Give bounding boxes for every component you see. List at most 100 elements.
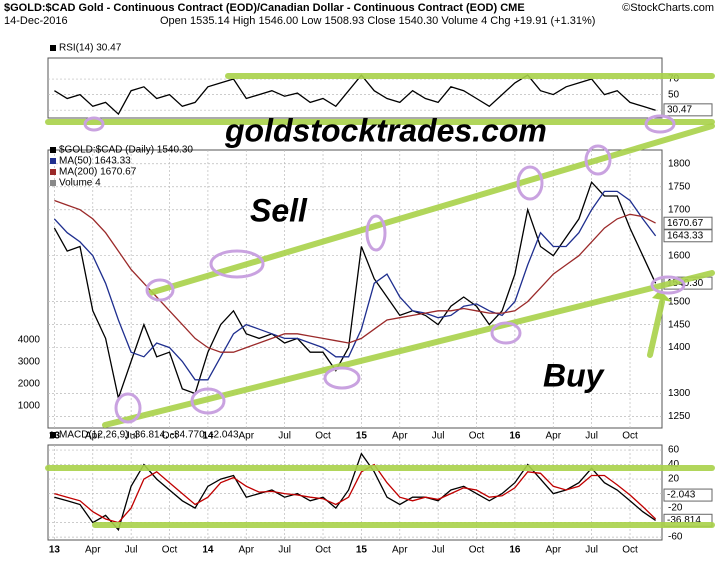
x-tick-label: 16 [509, 431, 521, 442]
header-source: ©StockCharts.com [622, 2, 714, 14]
x-tick-label: Oct [622, 431, 638, 442]
x-tick-label: Apr [238, 545, 254, 556]
x-tick-label: Jul [278, 431, 291, 442]
y-tick-label: 50 [668, 89, 680, 100]
header-quote: Open 1535.14 High 1546.00 Low 1508.93 Cl… [160, 15, 595, 27]
x-tick-label: Jul [432, 431, 445, 442]
y-tick-label: -20 [668, 503, 683, 514]
x-tick-label: Apr [545, 545, 561, 556]
series-line [53, 180, 657, 401]
x-tick-label: 13 [49, 545, 61, 556]
x-tick-label: Jul [432, 545, 445, 556]
y-tick-label: -60 [668, 532, 683, 543]
ring [490, 321, 522, 345]
axis-tag [663, 216, 713, 230]
x-tick-label: Jul [585, 545, 598, 556]
legend-label: MA(50) 1643.33 [59, 156, 131, 167]
plot-frame [47, 149, 663, 429]
ring [190, 387, 226, 415]
x-tick-label: Apr [545, 431, 561, 442]
x-tick-label: Apr [392, 545, 408, 556]
legend-label: RSI(14) 30.47 [59, 43, 122, 54]
y2-tick-label: 2000 [18, 379, 41, 390]
ring [644, 114, 676, 134]
trend-line [102, 270, 715, 428]
header-title: $GOLD:$CAD Gold - Continuous Contract (E… [4, 2, 525, 14]
x-tick-label: Jul [125, 545, 138, 556]
y-tick-label: 1800 [668, 158, 691, 169]
x-tick-label: Oct [469, 431, 485, 442]
x-tick-label: 14 [202, 545, 214, 556]
y-tick-label: 60 [668, 445, 680, 456]
axis-tag-label: 1643.33 [667, 230, 704, 241]
y-tick-label: 40 [668, 459, 680, 470]
watermark: goldstocktrades.com [224, 112, 547, 148]
series-line [54, 74, 656, 116]
legend-label: Volume 4 [59, 178, 101, 189]
y2-tick-label: 4000 [18, 334, 41, 345]
y-tick-label: 1600 [668, 250, 691, 261]
ring [365, 214, 387, 252]
x-tick-label: Oct [315, 545, 331, 556]
legend-label: $GOLD:$CAD (Daily) 1540.30 [59, 145, 193, 156]
x-tick-label: Oct [162, 545, 178, 556]
header-date: 14-Dec-2016 [4, 15, 68, 27]
x-tick-label: Jul [125, 431, 138, 442]
legend-label: MA(200) 1670.67 [59, 167, 137, 178]
x-tick-label: Apr [85, 431, 101, 442]
trend-line [147, 123, 715, 296]
ring [145, 278, 175, 302]
arrow [647, 299, 665, 358]
ring [209, 249, 265, 279]
plots: 305070RSI(14) 30.4730.471250130014001450… [18, 43, 713, 556]
x-tick-label: Jul [278, 545, 291, 556]
sell-label: Sell [250, 192, 308, 228]
series-line [54, 452, 656, 532]
x-tick-label: Oct [315, 431, 331, 442]
y-tick-label: 1500 [668, 296, 691, 307]
y-tick-label: 1300 [668, 388, 691, 399]
ring [83, 116, 105, 132]
axis-tag [663, 488, 713, 502]
y2-tick-label: 3000 [18, 356, 41, 367]
x-tick-label: Apr [392, 431, 408, 442]
legend-swatch [50, 147, 56, 153]
axis-tag-label: 30.47 [667, 104, 692, 115]
ring [323, 366, 361, 390]
plot-frame [47, 444, 663, 541]
y-tick-label: 70 [668, 74, 680, 85]
legend-label: MACD(12,26,9) -36.814, -34.770, -2.043 [59, 430, 239, 441]
series-line [54, 463, 657, 524]
y-tick-label: 1450 [668, 319, 691, 330]
x-tick-label: Oct [622, 545, 638, 556]
y-tick-label: 1700 [668, 204, 691, 215]
buy-label: Buy [543, 357, 606, 393]
y-tick-label: 1250 [668, 411, 691, 422]
axis-tag [663, 229, 713, 243]
y-tick-label: 20 [668, 474, 680, 485]
x-tick-label: Oct [469, 545, 485, 556]
annotations [45, 73, 715, 528]
x-tick-label: Apr [85, 545, 101, 556]
legend-swatch [50, 169, 56, 175]
x-tick-label: Oct [162, 431, 178, 442]
ring [650, 275, 686, 295]
x-tick-label: 14 [202, 431, 214, 442]
x-tick-label: 15 [356, 545, 368, 556]
legend-swatch [50, 45, 56, 51]
axis-tag-label: 1540.30 [667, 278, 704, 289]
legend-swatch [50, 180, 56, 186]
axis-tag-label: -2.043 [667, 490, 696, 501]
axis-tag [663, 103, 713, 117]
x-tick-label: 15 [356, 431, 368, 442]
x-tick-label: Apr [238, 431, 254, 442]
x-tick-label: 16 [509, 545, 521, 556]
series-line [53, 190, 657, 381]
series-line [54, 199, 656, 353]
ring [114, 392, 142, 424]
axis-tag-label: 1670.67 [667, 218, 704, 229]
x-tick-label: Jul [585, 431, 598, 442]
arrow-head [652, 290, 672, 302]
legend-swatch [50, 158, 56, 164]
